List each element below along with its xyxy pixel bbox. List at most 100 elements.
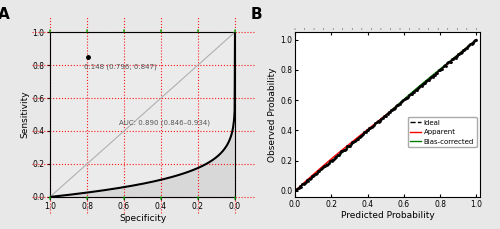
Point xyxy=(416,84,424,88)
Point xyxy=(470,39,478,43)
Point xyxy=(332,155,340,159)
Point xyxy=(382,114,390,118)
Point xyxy=(449,57,457,61)
Point xyxy=(352,138,360,142)
Point xyxy=(378,116,386,120)
Point xyxy=(378,117,386,121)
Point xyxy=(468,41,476,44)
Point xyxy=(338,150,345,153)
Y-axis label: Sensitivity: Sensitivity xyxy=(20,91,30,138)
Point xyxy=(442,64,450,68)
Point xyxy=(444,60,452,64)
Point xyxy=(336,151,344,155)
Point xyxy=(424,78,432,82)
Point xyxy=(304,179,312,183)
Point xyxy=(319,165,327,169)
Point xyxy=(302,180,310,184)
Point xyxy=(362,130,370,134)
Point xyxy=(396,102,404,106)
Point xyxy=(381,114,389,117)
Point xyxy=(294,187,302,191)
Point xyxy=(384,112,392,116)
Point xyxy=(342,147,350,150)
Point xyxy=(341,148,349,152)
Point xyxy=(307,176,315,180)
Point xyxy=(370,123,378,127)
Point xyxy=(344,144,352,148)
Point xyxy=(388,108,396,112)
Point xyxy=(340,149,347,152)
Point xyxy=(366,126,374,129)
Point xyxy=(453,54,461,57)
Point xyxy=(438,67,446,70)
Point xyxy=(369,124,377,128)
Point xyxy=(354,137,362,141)
Point xyxy=(443,61,451,65)
Point xyxy=(310,174,318,178)
Point xyxy=(350,140,358,144)
Point xyxy=(392,105,400,108)
Point xyxy=(297,185,305,189)
Point xyxy=(447,60,455,63)
Point xyxy=(400,97,408,101)
Point xyxy=(322,164,330,168)
Point xyxy=(410,90,418,94)
Point xyxy=(428,75,436,79)
Point xyxy=(368,125,376,129)
Point xyxy=(452,56,460,60)
Point xyxy=(402,97,410,100)
Point xyxy=(459,49,467,52)
Point xyxy=(358,133,366,136)
Point xyxy=(472,38,480,41)
Point xyxy=(363,129,371,132)
Point xyxy=(312,172,320,176)
Point xyxy=(348,140,356,144)
Point xyxy=(394,104,402,107)
Point xyxy=(397,101,405,104)
Point xyxy=(328,158,336,161)
Point xyxy=(420,81,428,85)
Point xyxy=(353,137,361,141)
Point xyxy=(294,187,302,190)
Point xyxy=(356,134,364,138)
Point xyxy=(318,166,326,170)
Point xyxy=(430,73,438,77)
Point xyxy=(372,120,380,124)
Point xyxy=(310,173,318,177)
Point xyxy=(425,78,433,82)
Point xyxy=(298,182,306,185)
Point xyxy=(454,52,462,56)
Point xyxy=(436,68,444,72)
Text: AUC: 0.890 (0.846–0.934): AUC: 0.890 (0.846–0.934) xyxy=(119,120,210,126)
Point xyxy=(406,93,413,97)
Point xyxy=(431,73,439,77)
Point xyxy=(372,121,380,125)
Point xyxy=(466,43,474,46)
Point xyxy=(359,132,367,135)
Point xyxy=(330,157,338,161)
Point xyxy=(326,159,334,163)
Point xyxy=(324,162,332,166)
Point xyxy=(419,82,427,86)
Point xyxy=(412,88,420,92)
Point xyxy=(406,93,414,96)
Point xyxy=(460,48,468,52)
Point xyxy=(387,108,395,112)
Point xyxy=(400,98,407,102)
Point xyxy=(346,144,354,147)
Point xyxy=(465,44,473,47)
Point xyxy=(338,149,346,153)
Point xyxy=(292,188,300,192)
Point xyxy=(448,57,456,61)
Y-axis label: Observed Probability: Observed Probability xyxy=(268,67,278,162)
X-axis label: Specificity: Specificity xyxy=(119,214,166,223)
Point xyxy=(291,188,299,192)
Point xyxy=(366,126,374,130)
Point xyxy=(456,52,464,56)
Point xyxy=(322,163,330,166)
Point xyxy=(335,153,343,157)
X-axis label: Predicted Probability: Predicted Probability xyxy=(340,212,434,221)
Point xyxy=(390,107,398,111)
Text: B: B xyxy=(250,7,262,22)
Point xyxy=(306,177,314,181)
